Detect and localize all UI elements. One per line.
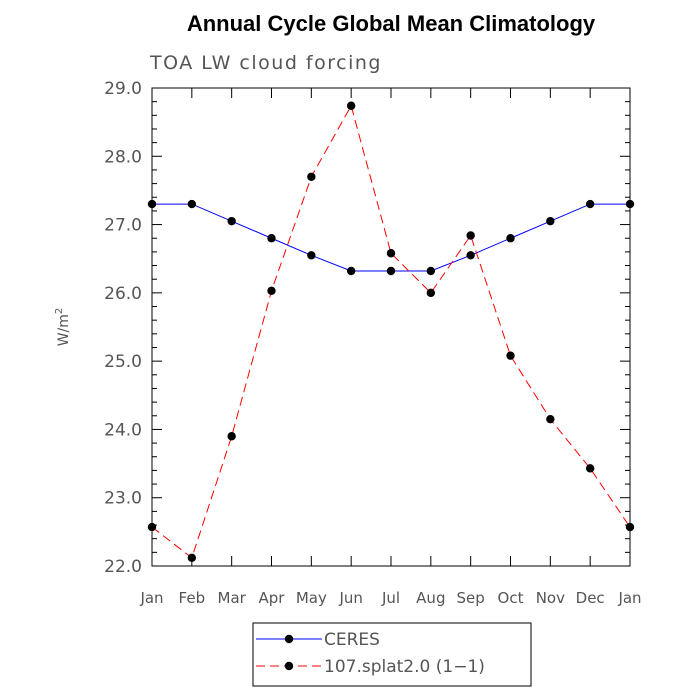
series-2-point — [585, 464, 595, 473]
series-2-point — [546, 414, 555, 424]
x-tick-label: Sep — [457, 589, 485, 607]
x-tick-label: Jan — [617, 589, 641, 607]
plot-frame — [151, 87, 631, 567]
x-tick-label: May — [296, 589, 327, 607]
axis-ticks — [151, 87, 631, 567]
series-2-point — [426, 288, 436, 298]
x-tick-label: Jul — [381, 589, 400, 607]
y-tick-label: 22.0 — [104, 557, 142, 577]
chart-title: Annual Cycle Global Mean Climatology — [187, 11, 596, 36]
series-1-point — [466, 251, 475, 260]
legend-label-1: CERES — [324, 630, 380, 650]
x-tick-label: Aug — [416, 589, 445, 607]
series-1-point — [506, 234, 515, 243]
y-tick-label: 27.0 — [104, 216, 142, 236]
svg-text:W/m2: W/m2 — [54, 308, 72, 347]
y-axis-label: W/m2 — [54, 308, 72, 347]
x-tick-label: Dec — [576, 589, 605, 607]
y-axis-label-superscript: 2 — [54, 308, 65, 314]
series-2-point — [506, 351, 515, 360]
tick-labels: 22.0 23.0 24.0 25.0 26.0 27.0 28.0 29.0 Jan Feb Ma… — [104, 79, 641, 607]
legend-marker-1 — [284, 634, 294, 644]
series-1-point — [227, 216, 236, 226]
series-2-point — [346, 101, 356, 110]
series-2-point — [466, 231, 475, 240]
series-1-point — [585, 199, 595, 209]
series-2-point — [386, 249, 396, 258]
x-tick-label: Oct — [498, 589, 524, 607]
series-1-point — [346, 266, 356, 276]
y-tick-label: 25.0 — [104, 352, 142, 372]
x-tick-label: Mar — [218, 589, 247, 607]
series-1-point — [307, 251, 316, 260]
series-1-point — [386, 266, 396, 276]
chart-subtitle: TOA LW cloud forcing — [149, 52, 382, 74]
x-tick-label: Apr — [259, 589, 286, 607]
legend-marker-2 — [284, 661, 294, 671]
series-1-point — [546, 216, 555, 226]
series-line-2 — [151, 104, 631, 559]
legend-box — [252, 622, 532, 687]
y-tick-label: 28.0 — [104, 147, 142, 167]
x-tick-label: Feb — [179, 589, 206, 607]
y-axis-label-text: W/m — [56, 314, 72, 346]
series-2-point — [187, 553, 197, 563]
series-layer — [147, 101, 635, 563]
series-1-point — [267, 234, 276, 243]
legend-label-2: 107.splat2.0 (1−1) — [324, 657, 485, 677]
y-tick-label: 24.0 — [104, 420, 142, 440]
y-tick-label: 29.0 — [104, 79, 142, 99]
series-2-point — [307, 172, 316, 181]
x-tick-label: Jun — [338, 589, 362, 607]
y-tick-label: 26.0 — [104, 284, 142, 304]
series-2-point — [267, 286, 276, 296]
series-2-point — [227, 432, 236, 441]
series-1-point — [426, 266, 436, 276]
series-line-1 — [152, 203, 630, 272]
x-tick-label: Jan — [139, 589, 163, 607]
y-tick-label: 23.0 — [104, 489, 142, 509]
series-1-point — [187, 199, 197, 209]
x-tick-label: Nov — [536, 589, 565, 607]
legend: CERES 107.splat2.0 (1−1) — [252, 622, 532, 687]
